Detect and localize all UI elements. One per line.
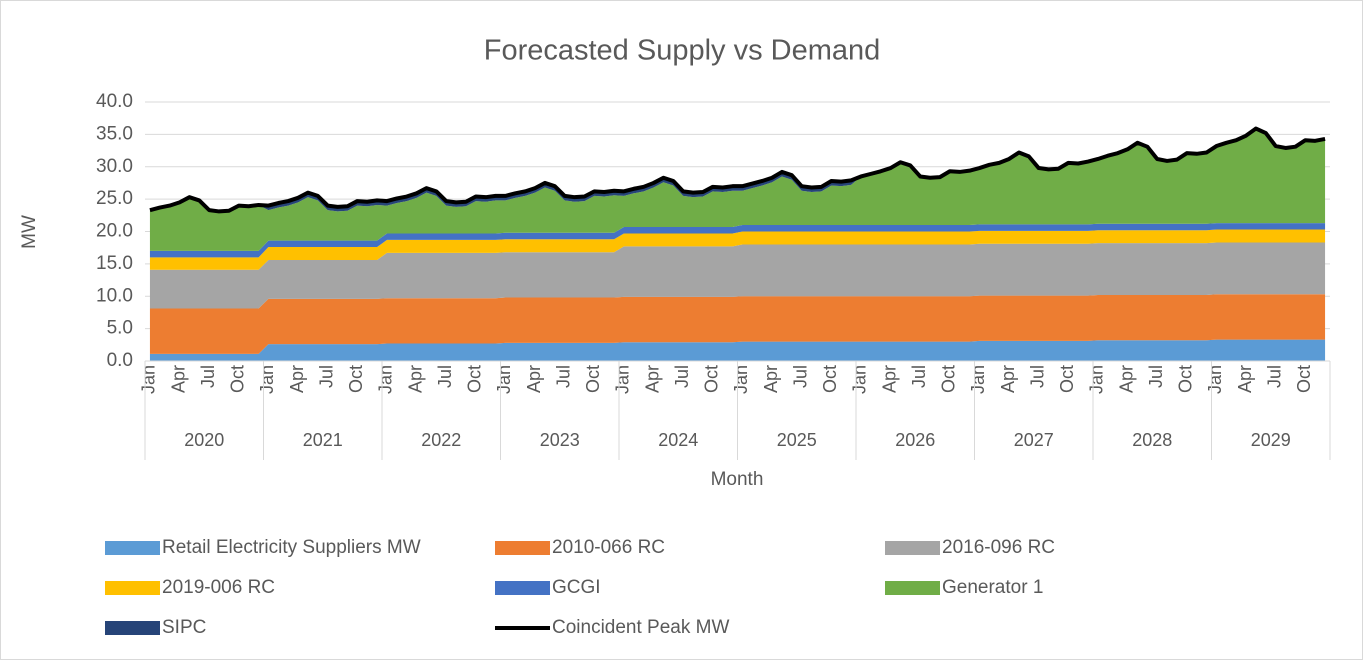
legend-label: 2010-066 RC — [552, 537, 665, 558]
area — [149, 128, 1326, 251]
group-label: 2026 — [895, 430, 935, 450]
x-tick-label: Apr — [1235, 365, 1255, 393]
x-tick-label: Oct — [820, 365, 840, 393]
legend-label: Coincident Peak MW — [552, 617, 729, 638]
group-label: 2028 — [1132, 430, 1172, 450]
legend-swatch — [105, 621, 160, 635]
y-tick-label: 20.0 — [96, 221, 133, 242]
group-label: 2029 — [1251, 430, 1291, 450]
y-tick-label: 5.0 — [107, 318, 133, 339]
x-tick-label: Jul — [435, 365, 455, 388]
legend-label: SIPC — [162, 617, 206, 638]
x-tick-label: Jul — [553, 365, 573, 388]
x-tick-label: Jan — [257, 365, 277, 394]
legend-label: Retail Electricity Suppliers MW — [162, 537, 421, 558]
legend-label: 2016-096 RC — [942, 537, 1055, 558]
x-tick-label: Oct — [1057, 365, 1077, 393]
chart-title: Forecasted Supply vs Demand — [484, 35, 881, 67]
x-axis-title: Month — [711, 469, 764, 490]
legend-swatch — [885, 581, 940, 595]
legend-swatch — [495, 541, 550, 555]
x-tick-label: Apr — [998, 365, 1018, 393]
legend-swatch — [885, 541, 940, 555]
legend-label: Generator 1 — [942, 577, 1043, 598]
x-tick-label: Jan — [376, 365, 396, 394]
legend-swatch — [495, 581, 550, 595]
x-tick-label: Oct — [702, 365, 722, 393]
group-label: 2023 — [540, 430, 580, 450]
x-tick-label: Apr — [405, 365, 425, 393]
x-tick-label: Apr — [642, 365, 662, 393]
x-tick-label: Oct — [939, 365, 959, 393]
x-tick-label: Apr — [761, 365, 781, 393]
group-label: 2022 — [421, 430, 461, 450]
group-label: 2027 — [1014, 430, 1054, 450]
legend-swatch — [105, 581, 160, 595]
x-tick-label: Jan — [613, 365, 633, 394]
legend-label: 2019-006 RC — [162, 577, 275, 598]
group-label: 2021 — [303, 430, 343, 450]
y-tick-label: 30.0 — [96, 156, 133, 177]
x-tick-label: Oct — [583, 365, 603, 393]
area — [149, 229, 1326, 270]
y-tick-label: 35.0 — [96, 123, 133, 144]
legend-swatch — [105, 541, 160, 555]
x-tick-label: Jan — [850, 365, 870, 394]
x-tick-label: Jan — [1087, 365, 1107, 394]
x-tick-label: Apr — [1116, 365, 1136, 393]
x-tick-label: Jul — [198, 365, 218, 388]
x-tick-label: Jan — [139, 365, 159, 394]
x-tick-label: Jul — [909, 365, 929, 388]
group-label: 2024 — [658, 430, 698, 450]
x-tick-label: Jan — [494, 365, 514, 394]
x-tick-label: Oct — [1294, 365, 1314, 393]
x-tick-label: Apr — [524, 365, 544, 393]
x-tick-label: Oct — [228, 365, 248, 393]
x-tick-label: Jan — [1205, 365, 1225, 394]
area — [149, 242, 1326, 309]
y-axis-title: MW — [19, 215, 40, 249]
legend-label: GCGI — [552, 577, 601, 598]
x-tick-label: Jan — [731, 365, 751, 394]
group-label: 2020 — [184, 430, 224, 450]
y-tick-label: 25.0 — [96, 188, 133, 209]
x-tick-label: Apr — [287, 365, 307, 393]
x-tick-label: Jul — [1027, 365, 1047, 388]
x-tick-label: Apr — [168, 365, 188, 393]
y-tick-label: 15.0 — [96, 253, 133, 274]
y-tick-label: 10.0 — [96, 285, 133, 306]
y-tick-label: 0.0 — [107, 350, 133, 371]
x-tick-label: Jul — [316, 365, 336, 388]
line — [149, 126, 1326, 214]
area — [149, 294, 1326, 354]
x-tick-label: Oct — [465, 365, 485, 393]
x-tick-label: Jul — [790, 365, 810, 388]
area — [149, 339, 1326, 361]
x-tick-label: Jul — [1146, 365, 1166, 388]
group-label: 2025 — [777, 430, 817, 450]
area — [149, 223, 1326, 258]
x-tick-label: Oct — [1176, 365, 1196, 393]
x-tick-label: Jan — [968, 365, 988, 394]
x-tick-label: Apr — [879, 365, 899, 393]
y-tick-label: 40.0 — [96, 91, 133, 112]
x-tick-label: Jul — [1264, 365, 1284, 388]
x-tick-label: Jul — [672, 365, 692, 388]
x-tick-label: Oct — [346, 365, 366, 393]
